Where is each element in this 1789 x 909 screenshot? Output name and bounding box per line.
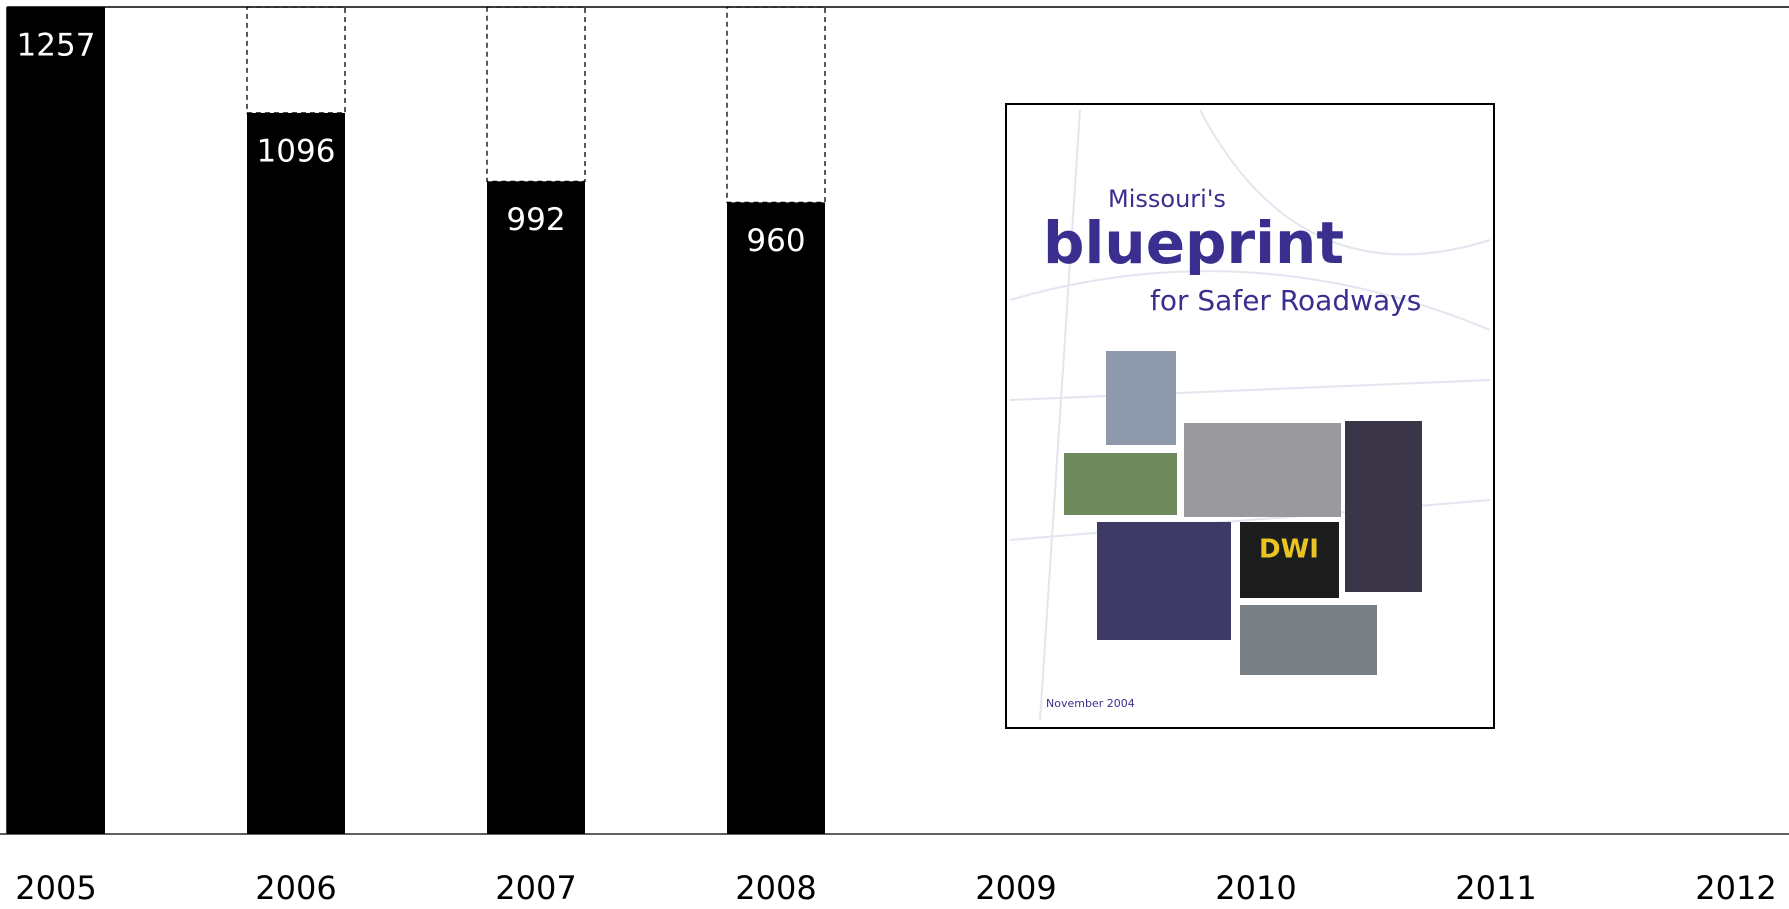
cover-photo <box>1184 423 1341 517</box>
x-tick-label: 2009 <box>975 869 1056 907</box>
x-tick-label: 2012 <box>1695 869 1776 907</box>
cover-photo <box>1240 605 1377 675</box>
cover-title: blueprint <box>1043 209 1344 277</box>
bar <box>727 202 825 835</box>
value-label: 992 <box>506 202 565 238</box>
x-tick-label: 2006 <box>255 869 336 907</box>
reference-outline <box>486 6 586 182</box>
cover-photo <box>1064 453 1177 515</box>
reference-outline <box>246 6 346 114</box>
bar <box>247 112 345 834</box>
cover-background-lines <box>1009 109 1491 721</box>
bar <box>487 181 585 834</box>
bar <box>7 7 105 834</box>
x-tick-label: 2007 <box>495 869 576 907</box>
cover-pretitle: Missouri's <box>1108 185 1226 213</box>
x-tick-label: 2011 <box>1455 869 1536 907</box>
value-label: 1257 <box>17 28 96 64</box>
cover-date: November 2004 <box>1046 697 1135 710</box>
x-tick-label: 2008 <box>735 869 816 907</box>
cover-photo <box>1097 522 1231 640</box>
value-label: 960 <box>746 223 805 259</box>
cover-photo-sign: DWI <box>1259 535 1319 565</box>
cover-subtitle: for Safer Roadways <box>1150 284 1421 317</box>
inset-cover: Missouri's blueprint for Safer Roadways … <box>1005 103 1495 729</box>
cover-photo <box>1345 421 1422 592</box>
cover-photo <box>1240 522 1339 598</box>
x-tick-label: 2005 <box>15 869 96 907</box>
value-label: 1096 <box>257 133 336 169</box>
cover-photo <box>1106 351 1176 445</box>
reference-outline <box>726 6 826 204</box>
x-tick-label: 2010 <box>1215 869 1296 907</box>
